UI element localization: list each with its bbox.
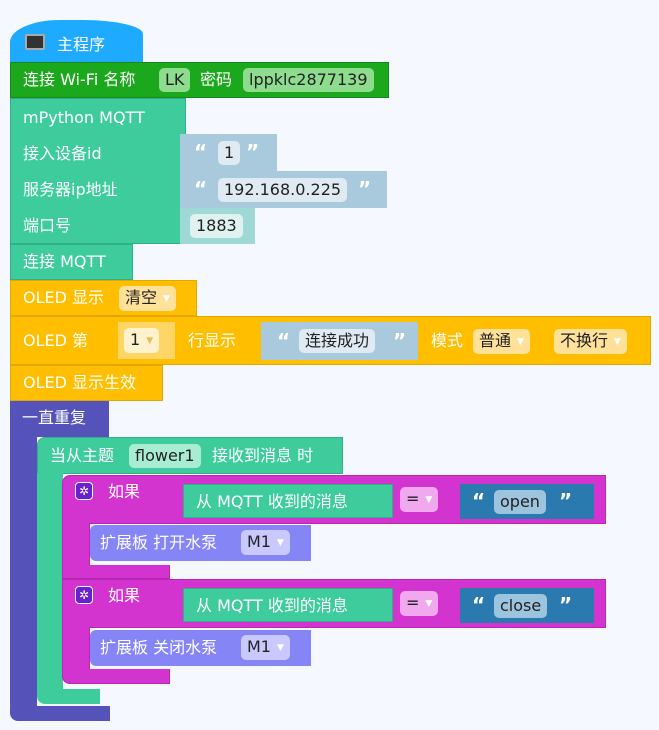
oled-line-label: OLED 第 bbox=[23, 331, 89, 350]
pump-close-block[interactable]: 扩展板 关闭水泵 M1 ▼ bbox=[90, 630, 311, 666]
dropdown-value: 清空 bbox=[125, 288, 158, 307]
if-header[interactable]: ✲ 如果 从 MQTT 收到的消息 = ▼ “ open ” bbox=[62, 475, 606, 524]
oled-clear-dropdown[interactable]: 清空 ▼ bbox=[119, 286, 176, 311]
password-field[interactable]: lppklc2877139 bbox=[243, 68, 374, 92]
dropdown-value: M1 bbox=[247, 532, 271, 551]
if-bottom bbox=[62, 565, 170, 579]
if-header[interactable]: ✲ 如果 从 MQTT 收到的消息 = ▼ “ close ” bbox=[62, 579, 606, 628]
if-label: 如果 bbox=[108, 482, 141, 501]
value-field[interactable]: open bbox=[494, 490, 546, 514]
mqtt-setup-block[interactable]: mPython MQTT 接入设备id 服务器ip地址 端口号 bbox=[10, 98, 186, 244]
connect-mqtt-label: 连接 MQTT bbox=[23, 252, 106, 271]
forever-bottom bbox=[10, 706, 110, 721]
server-ip-label: 服务器ip地址 bbox=[23, 180, 118, 199]
oled-line-block[interactable]: OLED 第 1 ▼ 行显示 “ 连接成功 ” 模式 普通 ▼ 不换行 ▼ bbox=[10, 316, 651, 365]
wifi-label: 连接 Wi-Fi 名称 bbox=[23, 70, 136, 89]
dropdown-arrow-icon: ▼ bbox=[425, 494, 433, 505]
dropdown-arrow-icon: ▼ bbox=[276, 642, 284, 653]
open-quote: “ bbox=[277, 329, 291, 353]
pump-open-block[interactable]: 扩展板 打开水泵 M1 ▼ bbox=[90, 525, 311, 561]
dropdown-value: M1 bbox=[247, 637, 271, 656]
topic-label: 当从主题 bbox=[50, 446, 115, 465]
dropdown-arrow-icon: ▼ bbox=[425, 598, 433, 609]
operator-dropdown[interactable]: = ▼ bbox=[400, 591, 439, 616]
forever-arm bbox=[10, 436, 37, 712]
operator-dropdown[interactable]: = ▼ bbox=[400, 487, 439, 512]
motor-dropdown[interactable]: M1 ▼ bbox=[241, 530, 290, 555]
mode-dropdown[interactable]: 普通 ▼ bbox=[473, 329, 530, 354]
dropdown-value: 不换行 bbox=[560, 331, 609, 350]
close-quote: ” bbox=[246, 140, 260, 164]
connect-mqtt-block[interactable]: 连接 MQTT bbox=[10, 244, 133, 280]
close-quote: ” bbox=[559, 593, 573, 617]
oled-show-label: OLED 显示生效 bbox=[23, 373, 137, 392]
mqtt-message-block[interactable]: 从 MQTT 收到的消息 bbox=[183, 588, 393, 622]
oled-show-block[interactable]: OLED 显示生效 bbox=[10, 365, 163, 401]
password-label: 密码 bbox=[200, 70, 233, 89]
condition-label: 从 MQTT 收到的消息 bbox=[196, 492, 348, 511]
topic-event-bottom bbox=[37, 689, 100, 704]
device-id-string-block[interactable]: “ 1 ” bbox=[180, 134, 277, 171]
topic-field[interactable]: flower1 bbox=[129, 444, 201, 468]
main-program-label: 主程序 bbox=[57, 35, 106, 54]
open-quote: “ bbox=[472, 593, 486, 617]
dropdown-value: 1 bbox=[130, 330, 141, 349]
dropdown-value: 普通 bbox=[479, 331, 512, 350]
open-quote: “ bbox=[472, 489, 486, 513]
mqtt-message-block[interactable]: 从 MQTT 收到的消息 bbox=[183, 484, 393, 518]
dropdown-value: = bbox=[406, 593, 420, 612]
if-label: 如果 bbox=[108, 586, 141, 605]
show-label: 行显示 bbox=[188, 331, 237, 350]
open-quote: “ bbox=[194, 177, 208, 201]
close-quote: ” bbox=[358, 177, 372, 201]
wifi-connect-block[interactable]: 连接 Wi-Fi 名称 LK 密码 lppklc2877139 bbox=[10, 62, 389, 98]
line-dropdown[interactable]: 1 ▼ bbox=[124, 328, 160, 353]
mqtt-title: mPython MQTT bbox=[23, 108, 145, 127]
gear-icon[interactable]: ✲ bbox=[75, 482, 93, 500]
motor-dropdown[interactable]: M1 ▼ bbox=[241, 635, 290, 660]
dropdown-arrow-icon: ▼ bbox=[614, 336, 621, 347]
port-number-block[interactable]: 1883 bbox=[180, 208, 255, 244]
if-bottom bbox=[62, 669, 170, 684]
value-string-block[interactable]: “ open ” bbox=[460, 484, 594, 519]
dropdown-arrow-icon: ▼ bbox=[517, 336, 524, 347]
value-field[interactable]: close bbox=[494, 594, 548, 618]
port-field[interactable]: 1883 bbox=[190, 214, 243, 238]
ssid-field[interactable]: LK bbox=[159, 68, 191, 92]
topic-event-arm bbox=[37, 473, 63, 703]
dropdown-arrow-icon: ▼ bbox=[276, 537, 284, 548]
port-label: 端口号 bbox=[23, 216, 72, 235]
board-icon bbox=[25, 34, 45, 50]
oled-clear-label: OLED 显示 bbox=[23, 288, 105, 307]
forever-label: 一直重复 bbox=[22, 408, 87, 427]
dropdown-value: = bbox=[406, 489, 420, 508]
close-quote: ” bbox=[559, 489, 573, 513]
device-id-field[interactable]: 1 bbox=[218, 141, 241, 165]
text-field[interactable]: 连接成功 bbox=[299, 329, 376, 353]
mode-label: 模式 bbox=[431, 331, 464, 350]
text-string-block[interactable]: “ 连接成功 ” bbox=[261, 322, 418, 360]
server-ip-string-block[interactable]: “ 192.168.0.225 ” bbox=[180, 171, 387, 208]
device-id-label: 接入设备id bbox=[23, 144, 102, 163]
forever-block[interactable]: 一直重复 bbox=[10, 401, 109, 437]
dropdown-arrow-icon: ▼ bbox=[163, 293, 170, 304]
condition-label: 从 MQTT 收到的消息 bbox=[196, 596, 348, 615]
main-program-block[interactable]: 主程序 bbox=[10, 20, 143, 64]
topic-event-block[interactable]: 当从主题 flower1 接收到消息 时 bbox=[37, 437, 343, 474]
receive-label: 接收到消息 时 bbox=[212, 446, 314, 465]
line-number-block[interactable]: 1 ▼ bbox=[118, 322, 175, 359]
oled-clear-block[interactable]: OLED 显示 清空 ▼ bbox=[10, 280, 197, 316]
value-string-block[interactable]: “ close ” bbox=[460, 588, 594, 623]
close-quote: ” bbox=[393, 329, 407, 353]
dropdown-arrow-icon: ▼ bbox=[146, 335, 154, 346]
gear-icon[interactable]: ✲ bbox=[75, 586, 93, 604]
action-label: 扩展板 关闭水泵 bbox=[100, 638, 218, 657]
wrap-dropdown[interactable]: 不换行 ▼ bbox=[554, 329, 627, 354]
open-quote: “ bbox=[194, 140, 208, 164]
server-ip-field[interactable]: 192.168.0.225 bbox=[218, 178, 348, 202]
action-label: 扩展板 打开水泵 bbox=[100, 533, 218, 552]
